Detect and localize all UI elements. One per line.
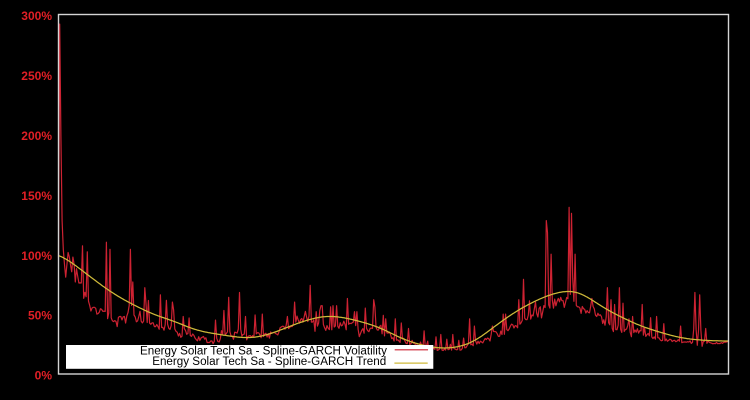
svg-text:50%: 50% bbox=[28, 309, 52, 323]
svg-text:0%: 0% bbox=[35, 369, 53, 383]
svg-text:150%: 150% bbox=[21, 189, 52, 203]
svg-text:Energy Solar Tech Sa - Spline-: Energy Solar Tech Sa - Spline-GARCH Tren… bbox=[152, 355, 386, 368]
svg-text:200%: 200% bbox=[21, 129, 52, 143]
svg-text:Energy Solar Tech Sa - Spline-: Energy Solar Tech Sa - Spline-GARCH Vola… bbox=[140, 344, 387, 357]
svg-text:250%: 250% bbox=[21, 69, 52, 83]
svg-text:100%: 100% bbox=[21, 249, 52, 263]
svg-text:300%: 300% bbox=[21, 9, 52, 23]
